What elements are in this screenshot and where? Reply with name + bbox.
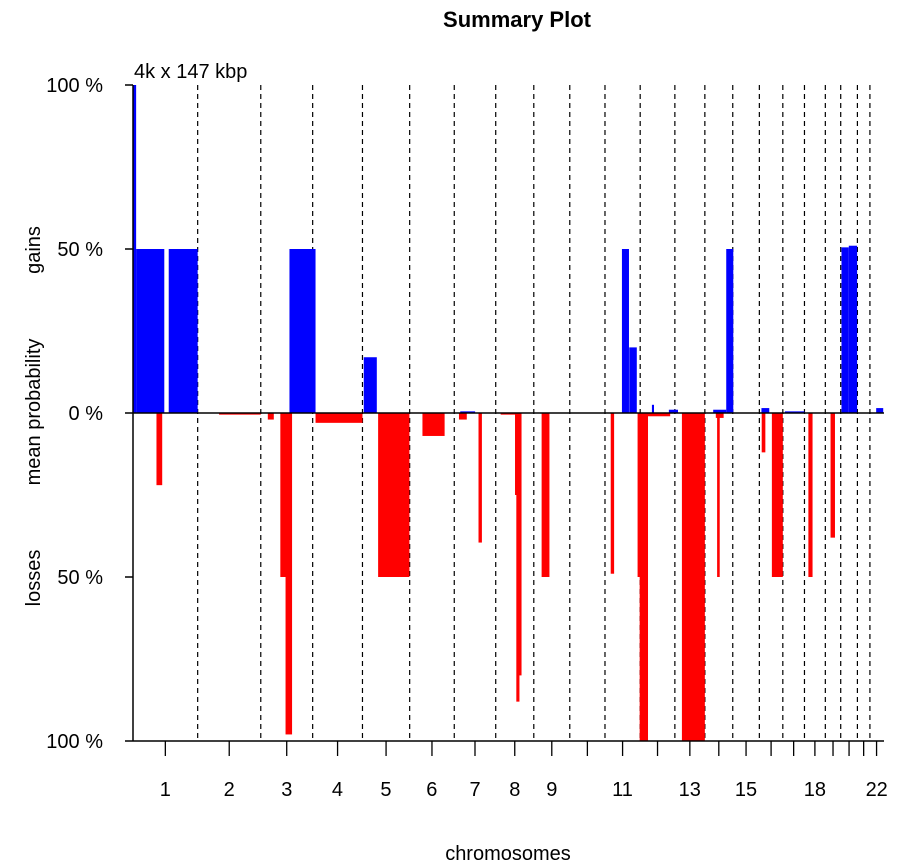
x-axis-label: chromosomes [445, 843, 571, 865]
chart-title: Summary Plot [443, 7, 592, 32]
x-tick-label-1: 1 [160, 779, 171, 801]
gains-bar-3 [168, 249, 198, 413]
losses-bar-13 [516, 413, 520, 702]
y-tick-label-2: 50 % [57, 239, 103, 261]
losses-bar-23 [761, 413, 766, 453]
gains-bar-12 [726, 249, 734, 413]
x-tick-label-5: 5 [380, 779, 391, 801]
resolution-annotation: 4k x 147 kbp [134, 61, 247, 83]
gains-bar-13 [761, 408, 770, 413]
losses-bar-20 [681, 413, 705, 741]
gains-bar-5 [363, 357, 377, 413]
y-tick-label-1: 100 % [46, 75, 103, 97]
losses-bar-15 [541, 413, 550, 577]
gains-bar-8 [629, 347, 637, 413]
x-tick-label-3: 3 [281, 779, 292, 801]
y-axis-label-losses: losses [23, 550, 45, 607]
x-tick-label-12: 15 [735, 779, 757, 801]
x-tick-label-7: 7 [470, 779, 481, 801]
losses-bar-14 [518, 413, 522, 676]
losses-bar-19 [648, 413, 671, 417]
losses-bar-4 [280, 413, 289, 577]
bar-series [133, 85, 884, 741]
losses-bar-21 [717, 413, 720, 577]
losses-bar-25 [808, 413, 813, 577]
losses-bar-26 [830, 413, 835, 538]
losses-bar-24 [771, 413, 783, 577]
x-tick-label-4: 4 [332, 779, 343, 801]
x-tick-label-11: 13 [679, 779, 701, 801]
losses-bar-2 [219, 413, 261, 415]
gains-bar-4 [289, 249, 316, 413]
gains-bar-16 [848, 245, 858, 413]
gains-bar-14 [784, 411, 805, 413]
y-tick-label-4: 50 % [57, 567, 103, 589]
gains-bar-7 [621, 249, 629, 413]
gains-bar-10 [668, 409, 678, 413]
losses-bar-1 [156, 413, 163, 486]
losses-bar-22 [715, 413, 724, 418]
y-axis-label-mean-probability: mean probability [23, 339, 45, 486]
x-tick-label-2: 2 [224, 779, 235, 801]
losses-bar-3 [267, 413, 274, 420]
losses-bar-6 [315, 413, 363, 423]
x-tick-label-14: 22 [866, 779, 888, 801]
y-axis-label-gains: gains [23, 226, 45, 274]
gains-bar-15 [841, 247, 849, 413]
losses-bar-11 [500, 413, 517, 415]
losses-bar-9 [458, 413, 467, 420]
gains-bar-1 [133, 85, 137, 413]
gains-bar-2 [136, 249, 165, 413]
losses-bar-5 [285, 413, 293, 735]
losses-bar-18 [639, 413, 649, 741]
x-tick-label-6: 6 [426, 779, 437, 801]
x-tick-label-8: 8 [509, 779, 520, 801]
losses-bar-8 [422, 413, 445, 436]
losses-bar-7 [378, 413, 410, 577]
x-tick-label-9: 9 [546, 779, 557, 801]
gains-bar-6 [460, 411, 476, 413]
gains-bar-9 [651, 404, 655, 413]
gains-bar-11 [713, 409, 727, 413]
losses-bar-10 [478, 413, 482, 543]
axes: 100 % 50 % 0 % 50 % 100 % 1 2 3 4 5 6 7 8 9 11 13 15 18 22 [46, 75, 888, 801]
y-tick-label-5: 100 % [46, 731, 103, 753]
x-tick-label-13: 18 [804, 779, 826, 801]
losses-bar-16 [610, 413, 615, 574]
y-tick-label-3: 0 % [69, 403, 104, 425]
gains-bar-17 [876, 408, 884, 413]
x-tick-label-10: 11 [612, 779, 633, 801]
